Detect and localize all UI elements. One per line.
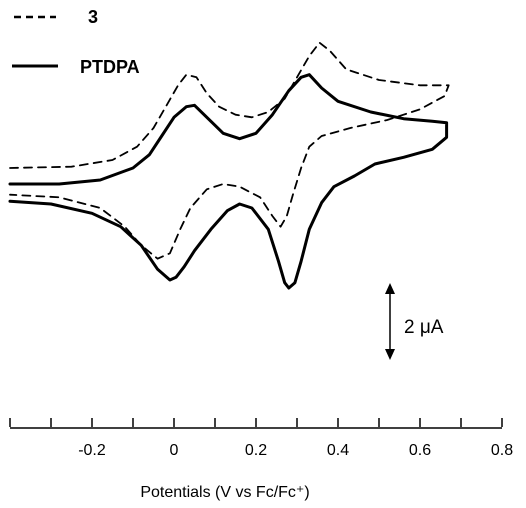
series-line-ptdpa	[8, 73, 449, 290]
legend: 3 PTDPA	[12, 7, 140, 77]
series-layer	[8, 41, 450, 290]
x-tick-label: 0.8	[491, 442, 513, 459]
scale-bar-arrow-down	[385, 349, 395, 360]
legend-label-3: 3	[88, 7, 98, 27]
scale-bar-arrow-up	[385, 283, 395, 294]
x-tick-label: 0.4	[327, 442, 349, 459]
x-tick-label: 0.6	[409, 442, 431, 459]
x-ticks: -0.2 0 0.2 0.4 0.6 0.8	[9, 418, 513, 459]
x-tick-label: 0	[170, 442, 179, 459]
legend-label-ptdpa: PTDPA	[80, 57, 140, 77]
x-axis-title: Potentials (V vs Fc/Fc⁺)	[140, 484, 309, 501]
x-tick-label: -0.2	[78, 442, 106, 459]
x-tick-label: 0.2	[245, 442, 267, 459]
current-scale-bar: 2 μA	[385, 283, 444, 360]
series-line-3	[9, 41, 450, 260]
x-axis: -0.2 0 0.2 0.4 0.6 0.8 Potentials (V vs Fc/Fc…	[9, 418, 513, 501]
scale-bar-label: 2 μA	[404, 317, 444, 338]
